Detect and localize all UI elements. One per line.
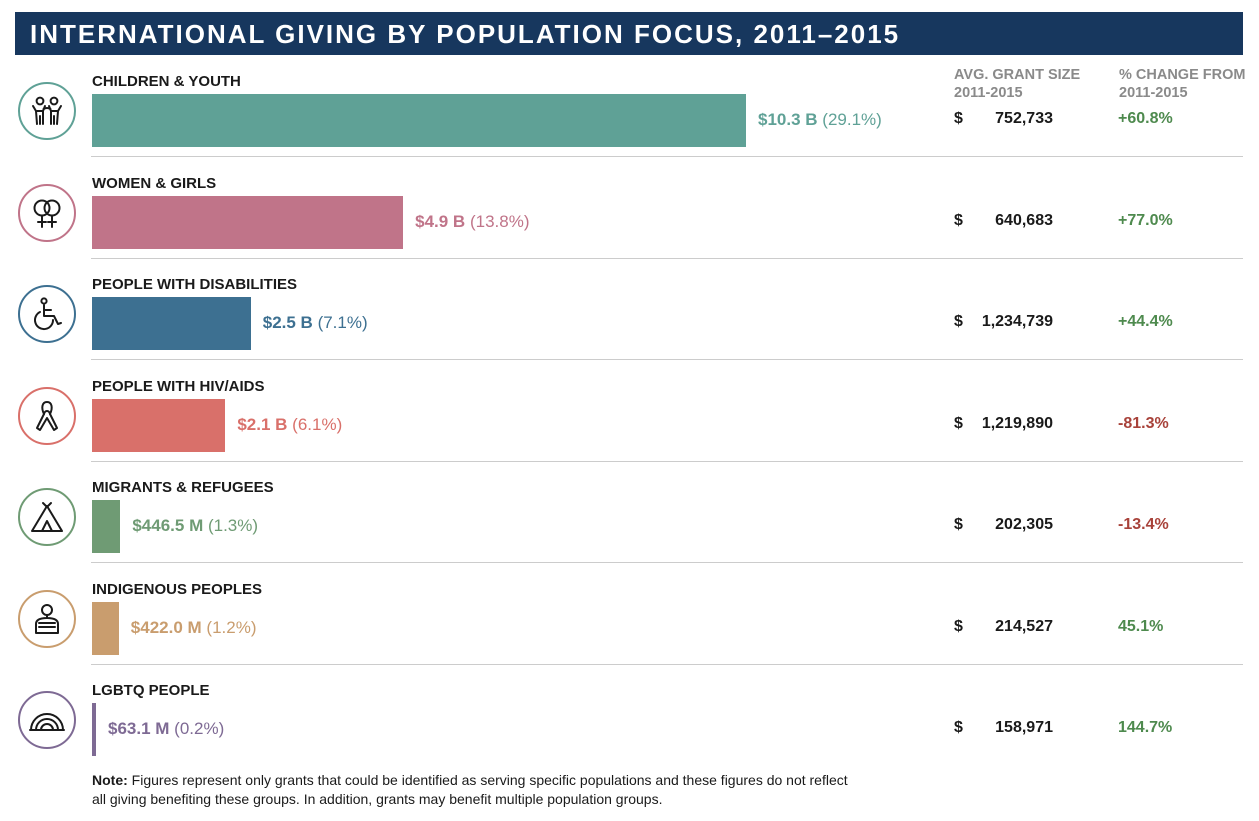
chart-row: CHILDREN & YOUTH $10.3 B (29.1%) $752,733 +…	[0, 56, 1259, 157]
category-label: WOMEN & GIRLS	[92, 174, 217, 192]
wheelchair-icon	[18, 285, 76, 343]
rainbow-icon	[18, 691, 76, 749]
chart-row: PEOPLE WITH DISABILITIES $2.5 B (7.1%) $1,…	[0, 259, 1259, 360]
awareness-ribbon-icon	[18, 386, 76, 445]
amount-label: $2.1 B	[237, 414, 288, 434]
chart-row: LGBTQ PEOPLE $63.1 M (0.2%) $158,971 144.7%	[0, 665, 1259, 766]
pct-change-header: % CHANGE FROM 2011-2015	[1119, 66, 1245, 102]
amount-label: $422.0 M	[130, 617, 202, 637]
pct-change-value: +77.0%	[1118, 211, 1173, 229]
amount-label: $4.9 B	[415, 211, 466, 231]
category-label: PEOPLE WITH HIV/AIDS	[92, 377, 265, 395]
pct-change-value: +44.4%	[1118, 313, 1173, 330]
bar	[92, 398, 226, 452]
avg-grant-value: 214,527	[995, 617, 1053, 635]
chart-title: INTERNATIONAL GIVING BY POPULATION FOCUS…	[30, 19, 901, 49]
currency-symbol: $	[954, 110, 963, 127]
chart-row: WOMEN & GIRLS $4.9 B (13.8%) $640,683 +77.0…	[0, 158, 1259, 259]
avg-grant-value: 202,305	[995, 516, 1053, 533]
bar	[92, 500, 121, 553]
category-label: PEOPLE WITH DISABILITIES	[92, 276, 298, 293]
category-label: CHILDREN & YOUTH	[92, 73, 241, 90]
avg-grant-header: AVG. GRANT SIZE 2011-2015	[954, 66, 1080, 102]
avg-grant-value: 640,683	[995, 211, 1053, 229]
pct-change-header-line1: % CHANGE FROM	[1119, 67, 1246, 83]
row-divider	[91, 359, 1243, 360]
pct-change-value: 144.7%	[1118, 719, 1173, 736]
bar-value-label: $2.5 B (7.1%)	[263, 313, 368, 333]
avg-grant-value: 1,234,739	[981, 313, 1053, 330]
chart-row: MIGRANTS & REFUGEES $446.5 M (1.3%) $202,3…	[0, 462, 1259, 563]
share-label: (29.1%)	[822, 110, 882, 129]
pct-change-value: -81.3%	[1118, 414, 1169, 432]
avg-grant-value: 1,219,890	[981, 414, 1053, 432]
footnote: Note: Figures represent only grants that…	[92, 771, 852, 809]
row-divider	[91, 562, 1243, 563]
bar-value-label: $446.5 M (1.3%)	[132, 516, 258, 536]
category-label: INDIGENOUS PEOPLES	[92, 580, 263, 598]
row-divider	[91, 156, 1243, 157]
amount-label: $63.1 M	[108, 719, 170, 738]
currency-symbol: $	[954, 516, 963, 533]
pct-change-value: 45.1%	[1118, 617, 1164, 635]
row-divider	[91, 257, 1243, 259]
bar	[92, 601, 119, 655]
pct-change-value: +60.8%	[1118, 110, 1173, 127]
currency-symbol: $	[954, 719, 963, 736]
bar-value-label: $63.1 M (0.2%)	[108, 719, 224, 739]
currency-symbol: $	[954, 414, 963, 432]
avg-grant-header-line2: 2011-2015	[954, 85, 1023, 101]
currency-symbol: $	[954, 313, 963, 330]
chart-row: INDIGENOUS PEOPLES $422.0 M (1.2%) $214,52…	[0, 564, 1259, 665]
title-banner: INTERNATIONAL GIVING BY POPULATION FOCUS…	[15, 12, 1243, 55]
share-label: (7.1%)	[317, 313, 368, 332]
bar	[92, 297, 251, 350]
row-divider	[91, 460, 1243, 462]
bar	[92, 703, 96, 756]
currency-symbol: $	[954, 211, 963, 229]
category-label: MIGRANTS & REFUGEES	[92, 479, 274, 496]
bar	[92, 195, 404, 249]
footnote-text: Figures represent only grants that could…	[92, 772, 848, 807]
tent-icon	[18, 488, 76, 546]
chart-row: PEOPLE WITH HIV/AIDS $2.1 B (6.1%) $1,219,…	[0, 361, 1259, 462]
currency-symbol: $	[954, 617, 963, 635]
share-label: (13.8%)	[469, 211, 530, 231]
bar-value-label: $2.1 B (6.1%)	[237, 415, 342, 435]
bar-value-label: $4.9 B (13.8%)	[415, 212, 529, 232]
amount-label: $10.3 B	[758, 110, 818, 129]
share-label: (6.1%)	[292, 414, 343, 434]
avg-grant-value: 752,733	[995, 110, 1053, 127]
pct-change-value: -13.4%	[1118, 516, 1169, 533]
person-icon	[18, 589, 76, 648]
bar-value-label: $10.3 B (29.1%)	[758, 110, 882, 130]
row-divider	[91, 663, 1243, 665]
footnote-label: Note:	[92, 772, 128, 788]
avg-grant-header-line1: AVG. GRANT SIZE	[954, 67, 1081, 83]
amount-label: $2.5 B	[262, 313, 313, 332]
bar-value-label: $422.0 M (1.2%)	[131, 618, 257, 638]
share-label: (0.2%)	[174, 719, 225, 738]
bar	[92, 94, 746, 147]
share-label: (1.3%)	[207, 516, 259, 535]
avg-grant-value: 158,971	[995, 719, 1053, 736]
share-label: (1.2%)	[206, 617, 257, 637]
category-label: LGBTQ PEOPLE	[92, 682, 210, 699]
female-symbols-icon	[18, 183, 76, 242]
amount-label: $446.5 M	[132, 516, 204, 535]
pct-change-header-line2: 2011-2015	[1119, 85, 1188, 101]
children-icon	[18, 82, 76, 140]
